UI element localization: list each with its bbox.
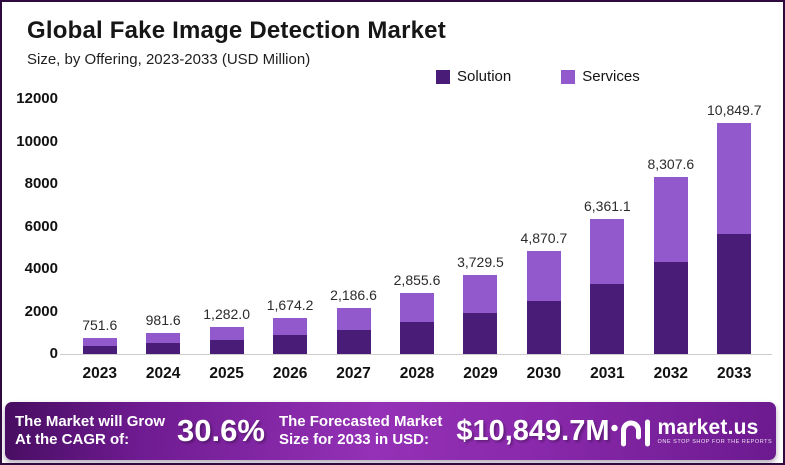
brand-text: market.us ONE STOP SHOP FOR THE REPORTS [658,417,773,446]
x-axis-label: 2033 [717,365,752,382]
legend: Solution Services [436,68,640,85]
bar-solution-segment [717,234,752,354]
chart-subtitle: Size, by Offering, 2023-2033 (USD Millio… [27,51,311,68]
y-axis: 0 2000 4000 6000 8000 10000 12000 [6,90,58,362]
brand-logo: market.us ONE STOP SHOP FOR THE REPORTS [610,414,773,448]
bar-services-segment [717,123,752,235]
bar-total-label: 8,307.6 [647,156,695,173]
bar-total-label: 10,849.7 [707,102,762,119]
bar-solution-segment [590,284,625,354]
bar-services-segment [400,293,434,322]
cagr-label: The Market will Grow At the CAGR of: [15,413,165,450]
forecast-label-line1: The Forecasted Market [278,412,443,430]
market-us-logo-icon [610,419,650,447]
x-axis-label: 2029 [463,365,498,382]
x-axis-label: 2025 [209,365,244,382]
bar-services-segment [526,250,561,302]
cagr-label-line2: At the CAGR of: [15,431,130,448]
bar-solution-segment [273,335,308,354]
x-axis-label: 2028 [399,365,435,382]
cagr-label-line1: The Market will Grow [15,412,166,430]
legend-label-solution: Solution [457,68,512,85]
bar-solution-segment [463,312,498,354]
bar-services-segment [82,338,117,347]
forecast-label-line2: Size for 2033 in USD: [278,431,429,448]
bar-solution-segment [209,339,244,354]
bar-services-segment [209,326,244,340]
bar-total-label: 981.6 [145,312,181,329]
bar-solution-segment [653,262,688,354]
x-axis-label: 2031 [590,365,625,382]
bar-services-segment [590,218,625,285]
chart-title: Global Fake Image Detection Market [27,17,446,44]
y-axis-label: 8000 [24,175,58,192]
footer-banner: The Market will Grow At the CAGR of: 30.… [5,402,776,460]
bar-total-label: 1,282.0 [203,305,250,322]
bar-total-label: 1,674.2 [266,297,314,314]
bar-solution-segment [82,346,117,354]
brand-tagline: ONE STOP SHOP FOR THE REPORTS [657,438,773,445]
legend-item-solution: Solution [436,68,511,85]
bar-services-segment [336,307,371,330]
bar-solution-segment [526,301,561,354]
y-axis-label: 6000 [24,217,58,235]
y-axis-label: 10000 [16,132,58,150]
y-axis-label: 0 [49,345,58,362]
forecast-value: $10,849.7M [456,414,610,447]
x-axis-label: 2023 [82,365,117,382]
bar-total-label: 6,361.1 [584,197,631,214]
legend-item-services: Services [561,68,640,85]
services-swatch-icon [561,69,576,84]
y-axis-label: 12000 [16,90,58,107]
bar-services-segment [146,333,181,344]
bar-solution-segment [400,321,434,354]
bar-services-segment [463,274,498,313]
y-axis-label: 4000 [24,260,58,277]
x-axis-label: 2027 [336,365,371,382]
cagr-value: 30.6% [177,413,265,448]
solution-swatch-icon [436,69,450,84]
y-axis-label: 2000 [24,302,58,320]
bar-services-segment [653,177,688,263]
bar-total-label: 3,729.5 [457,253,504,270]
plot-area: 751.6 981.6 1,282.0 1,674.2 2,186.6 2,855.6 3,… [68,99,766,354]
x-axis: 2023 2024 2025 2026 2027 2028 2029 2030 2031 2032… [68,365,766,387]
bar-solution-segment [336,329,371,354]
bar-total-label: 2,855.6 [393,272,441,289]
x-axis-baseline [60,354,772,355]
brand-name: market.us [657,415,759,439]
bar-services-segment [273,318,308,336]
x-axis-label: 2024 [145,365,181,382]
legend-label-services: Services [582,68,640,85]
bar-total-label: 2,186.6 [330,286,377,303]
bar-total-label: 751.6 [82,317,118,334]
bar-solution-segment [146,343,181,354]
x-axis-label: 2032 [653,365,689,382]
forecast-label: The Forecasted Market Size for 2033 in U… [279,413,442,450]
bar-total-label: 4,870.7 [520,229,568,246]
x-axis-label: 2030 [526,365,562,382]
x-axis-label: 2026 [272,365,308,382]
